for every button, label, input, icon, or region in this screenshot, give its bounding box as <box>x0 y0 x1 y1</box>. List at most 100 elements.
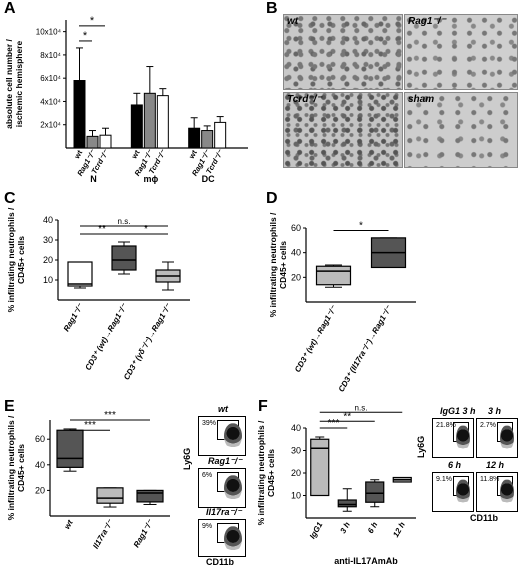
flow-f-plot-6h: 9.1% <box>432 472 474 512</box>
panel-c-x-label: Rag1⁻/⁻ <box>62 302 85 333</box>
panel-d-sig-label: * <box>359 220 363 231</box>
flow-e-xlabel: CD11b <box>206 557 235 567</box>
panel-f-x-label: 12 h <box>391 520 407 538</box>
panel-f-sig-label: n.s. <box>355 403 368 412</box>
panel-a-sig-star: * <box>83 30 88 42</box>
panel-e-x-label: wt <box>62 518 74 530</box>
panel-a-tick-label: 6x10⁴ <box>40 74 61 83</box>
panel-a-bar <box>86 135 99 149</box>
panel-d-ylabel-line: % infiltrating neutrophils / <box>268 212 278 317</box>
flow-e-title-wt: wt <box>218 404 228 414</box>
flow-f-plot-12h: 11.8% <box>476 472 518 512</box>
flow-e-pct-il17ra: 9% <box>202 523 213 530</box>
flow-f-pct-6h: 9.1% <box>436 476 452 483</box>
panel-a-bar <box>73 80 86 149</box>
panel-c-tick-label: 10 <box>43 275 53 285</box>
panel-f-x-label: IgG1 <box>308 520 325 540</box>
panel-a-sig-star: * <box>90 15 95 27</box>
panel-e-x-label: Il17ra⁻/⁻ <box>91 518 115 551</box>
panel-e-tick-label: 20 <box>35 485 45 495</box>
flow-e-plot-il17ra: 9% <box>198 519 246 557</box>
panel-letter-f: F <box>258 398 268 415</box>
panel-c-x-label: CD3⁺ (γδ⁻/⁻)→Rag1⁻/⁻ <box>122 302 173 382</box>
panel-a-bar <box>143 92 156 149</box>
panel-e-box <box>56 429 84 468</box>
panel-a-tick-label: 10x10⁴ <box>36 28 62 37</box>
panel-c-sig-label: ** <box>98 224 106 235</box>
panel-c-sig-label: n.s. <box>118 217 131 226</box>
panel-a-bar-label: wt <box>72 148 85 161</box>
micrograph-label-wt: wt <box>287 16 299 27</box>
panel-d-x-label: CD3⁺ (Il17ra⁻/⁻)→Rag1⁻/⁻ <box>337 304 394 394</box>
micrograph-label-sham: sham <box>408 94 435 105</box>
flow-f-pct-igg1: 21.8% <box>436 422 456 429</box>
micrograph-wt: wt <box>283 14 403 90</box>
flow-e-title-il17ra: Il17ra⁻/⁻ <box>206 507 242 517</box>
panel-d-ylabel: % infiltrating neutrophils /CD45+ cells <box>268 212 288 317</box>
panel-d-tick-label: 20 <box>291 272 301 282</box>
panel-c-box <box>67 261 93 287</box>
flow-f-title-12h: 12 h <box>486 460 505 470</box>
panel-f-box <box>310 438 330 497</box>
flow-e-plot-rag1: 6% <box>198 468 246 508</box>
flow-e-title-rag1: Rag1⁻/⁻ <box>208 456 243 466</box>
panel-a-bar <box>188 127 201 149</box>
panel-a-group-label: mϕ <box>143 174 158 184</box>
panel-f-box-plot: 10 20 30 40 % infiltrating neutrophils /CD45… <box>256 403 416 566</box>
panel-e-sig-label: *** <box>104 410 116 421</box>
panel-c-tick-label: 20 <box>43 255 53 265</box>
panel-c-ylabel: % infiltrating neutrophils /CD45+ cells <box>6 207 26 312</box>
panel-f-ylabel: % infiltrating neutrophils /CD45+ cells <box>256 420 276 525</box>
micrograph-sham: sham <box>404 92 518 168</box>
panel-c-tick-label: 30 <box>43 235 53 245</box>
flow-f-title-6h: 6 h <box>448 460 462 470</box>
panel-letter-a: A <box>4 0 16 17</box>
panel-c-tick-label: 40 <box>43 215 53 225</box>
panel-c-x-label: CD3⁺ (wt)→Rag1⁻/⁻ <box>83 302 129 372</box>
flow-f-title-igg1: IgG1 3 h <box>440 406 476 416</box>
panel-letter-e: E <box>4 398 15 415</box>
panel-d-ylabel-line: CD45+ cells <box>278 241 288 289</box>
flow-e-plot-wt: 39% <box>198 416 246 456</box>
panel-a-bar-chart: 2x10⁴ 4x10⁴ 6x10⁴ 8x10⁴ 10x10⁴ absolute cell … <box>4 15 248 184</box>
panel-a-tick-label: 4x10⁴ <box>40 97 61 106</box>
panel-f-ylabel-line: % infiltrating neutrophils / <box>256 420 266 525</box>
panel-f-x-label: 6 h <box>366 520 380 535</box>
panel-c-box-plot: 10 20 30 40 % infiltrating neutrophils /CD45… <box>6 207 190 382</box>
panel-e-box <box>136 489 164 503</box>
panel-a-ylabel-line: ischemic hemisphere <box>14 41 24 128</box>
panel-f-ylabel-line: CD45+ cells <box>266 449 276 497</box>
panel-a-group-label: DC <box>202 174 215 184</box>
flow-e-ylabel: Ly6G <box>182 447 192 470</box>
panel-f-tick-label: 20 <box>291 468 301 478</box>
panel-a-bar <box>201 130 214 149</box>
panel-e-ylabel-line: CD45+ cells <box>16 444 26 492</box>
panel-e-tick-label: 60 <box>35 434 45 444</box>
panel-f-tick-label: 30 <box>291 446 301 456</box>
micrograph-label-tcrd: Tcrd⁻/⁻ <box>287 94 322 105</box>
panel-e-ylabel-line: % infiltrating neutrophils / <box>6 415 16 520</box>
panel-letter-c: C <box>4 190 16 207</box>
panel-f-tick-label: 40 <box>291 423 301 433</box>
panel-a-group-label: N <box>90 174 97 184</box>
panel-e-box <box>96 487 124 504</box>
flow-e-pct-rag1: 6% <box>202 472 213 479</box>
panel-f-x-title: anti-IL17AmAb <box>334 556 398 566</box>
panel-f-sig-label: ** <box>343 411 351 422</box>
panel-e-ylabel: % infiltrating neutrophils /CD45+ cells <box>6 415 26 520</box>
panel-f-sig-label: *** <box>328 418 340 429</box>
panel-a-tick-label: 8x10⁴ <box>40 51 61 60</box>
panel-a-bar <box>214 121 227 149</box>
panel-c-ylabel-line: % infiltrating neutrophils / <box>6 207 16 312</box>
micrograph-label-rag1: Rag1⁻/⁻ <box>408 16 446 27</box>
micrograph-tcrd: Tcrd⁻/⁻ <box>283 92 403 168</box>
panel-d-tick-label: 40 <box>291 248 301 258</box>
panel-f-box <box>365 481 385 503</box>
panel-a-ylabel-line: absolute cell number / <box>4 38 14 128</box>
panel-a-bar-label: wt <box>129 148 142 161</box>
panel-a-bar-label: wt <box>186 148 199 161</box>
panel-e-sig-label: *** <box>84 420 96 431</box>
panel-a-bar <box>156 95 169 149</box>
panel-d-x-label: CD3⁺ (wt)→Rag1⁻/⁻ <box>293 304 339 374</box>
